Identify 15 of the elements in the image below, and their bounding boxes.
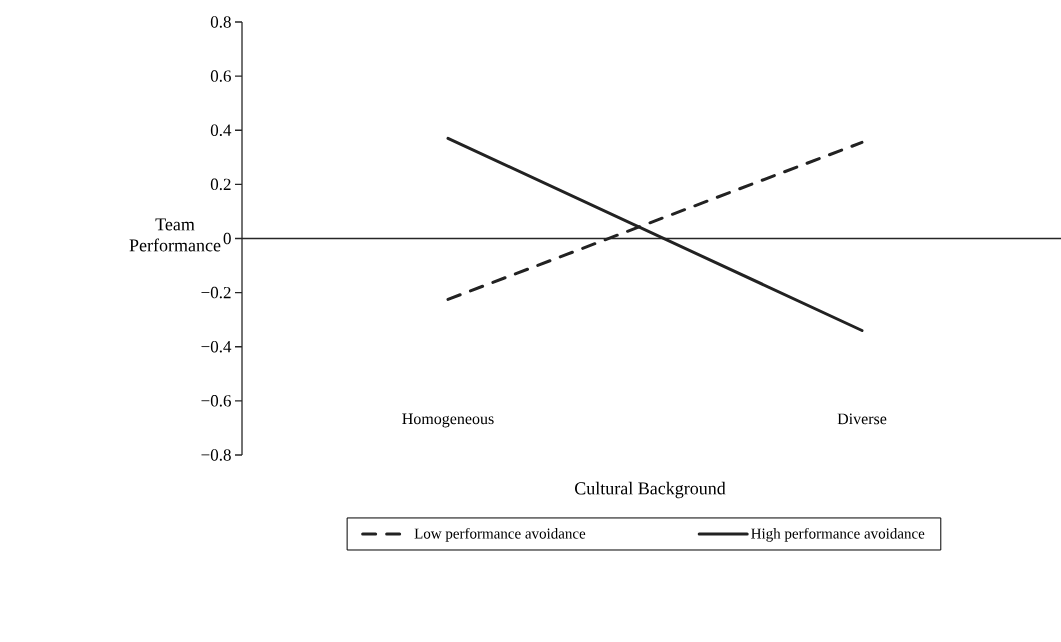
x-tick-label: Diverse (837, 413, 887, 425)
x-tick-label: Homogeneous (402, 413, 494, 428)
legend-label: Low performance avoidance (414, 527, 586, 542)
y-tick-label: 0.6 (210, 70, 231, 82)
y-tick-label: −0.6 (201, 395, 231, 407)
y-tick-label: 0.2 (210, 178, 231, 191)
x-axis-title: Cultural Background (575, 481, 726, 499)
y-tick-label: −0.2 (201, 286, 231, 299)
y-tick-label: 0 (223, 232, 231, 245)
y-tick-label: −0.4 (201, 340, 232, 353)
y-tick-label: 0.8 (210, 16, 231, 28)
y-axis-title: Team Performance (129, 218, 221, 252)
y-tick-label: −0.8 (201, 449, 231, 461)
y-tick-label: 0.4 (210, 124, 232, 136)
legend-label: High performance avoidance (751, 527, 925, 542)
